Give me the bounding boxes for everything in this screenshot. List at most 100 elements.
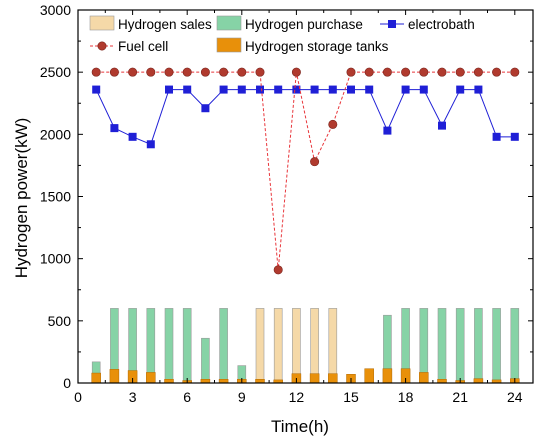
fuel-cell-point bbox=[437, 67, 447, 77]
y-tick-label: 2000 bbox=[40, 126, 71, 142]
fuel-cell-point bbox=[200, 67, 210, 77]
purchase-bar bbox=[455, 308, 465, 384]
purchase-bar bbox=[474, 308, 483, 384]
electrobath-point bbox=[256, 85, 264, 94]
fuel-cell-point bbox=[219, 67, 229, 77]
electrobath-point bbox=[474, 85, 483, 94]
storage-tank-bar bbox=[364, 368, 374, 384]
y-axis-title: Hydrogen power(kW) bbox=[12, 118, 31, 279]
y-tick-label: 500 bbox=[48, 313, 72, 329]
fuel-cell-point bbox=[182, 67, 192, 77]
electrobath-point bbox=[383, 126, 392, 135]
x-tick-label: 18 bbox=[398, 389, 414, 405]
fuel-cell-point bbox=[401, 67, 411, 77]
legend-swatch bbox=[216, 15, 242, 31]
x-tick-label: 21 bbox=[452, 389, 468, 405]
legend-label: Hydrogen sales bbox=[118, 17, 212, 32]
electrobath-point bbox=[492, 132, 501, 141]
electrobath-point bbox=[292, 85, 301, 94]
fuel-cell-point bbox=[419, 67, 429, 77]
electrobath-point bbox=[419, 85, 428, 94]
fuel-cell-point bbox=[364, 67, 374, 77]
axes-layer: 0 3 6 9 12 15 18 21 24 0 500 1000 1500 2000 2500 3000 bbox=[40, 2, 534, 405]
electrobath-point bbox=[328, 85, 337, 94]
sales-bar bbox=[255, 308, 265, 384]
purchase-bar bbox=[437, 308, 447, 384]
fuel-cell-point bbox=[346, 67, 356, 77]
storage-tank-bar bbox=[146, 372, 156, 384]
electrobath-point bbox=[438, 121, 446, 130]
electrobath-line bbox=[95, 89, 515, 145]
y-tick-label: 2500 bbox=[40, 64, 71, 80]
sales-bar bbox=[273, 308, 283, 384]
electrobath-point bbox=[128, 132, 137, 141]
fuel-cell-point bbox=[455, 67, 465, 77]
purchase-bar bbox=[201, 337, 210, 384]
fuel-cell-point bbox=[255, 67, 265, 77]
storage-tank-bar bbox=[328, 373, 338, 384]
lines-layer bbox=[91, 67, 520, 275]
storage-tank-bar bbox=[419, 372, 429, 384]
electrobath-point bbox=[237, 85, 246, 94]
x-tick-label: 12 bbox=[289, 389, 305, 405]
plot-frame bbox=[77, 9, 534, 384]
bars-layer bbox=[91, 308, 520, 384]
y-tick-label: 1000 bbox=[40, 251, 71, 267]
x-tick-label: 6 bbox=[183, 389, 191, 405]
purchase-bar bbox=[164, 308, 174, 384]
electrobath-point bbox=[92, 85, 101, 94]
electrobath-point bbox=[456, 85, 465, 94]
fuel-cell-point bbox=[164, 67, 174, 77]
purchase-bar bbox=[492, 308, 501, 384]
legend-label: Fuel cell bbox=[118, 39, 168, 54]
storage-tank-bar bbox=[309, 373, 320, 384]
fuel-cell-point bbox=[492, 67, 502, 77]
sales-bar bbox=[310, 308, 319, 384]
electrobath-point bbox=[146, 140, 155, 149]
legend-label: Hydrogen purchase bbox=[245, 17, 363, 32]
fuel-cell-point bbox=[109, 67, 119, 77]
x-tick-label: 3 bbox=[129, 389, 137, 405]
storage-tank-bar bbox=[382, 368, 393, 384]
fuel-cell-point bbox=[473, 67, 483, 77]
purchase-bar bbox=[182, 308, 192, 384]
electrobath-point bbox=[201, 104, 210, 113]
electrobath-point bbox=[401, 85, 410, 94]
storage-tank-bar bbox=[109, 369, 120, 384]
sales-bar bbox=[292, 308, 301, 384]
x-axis-title: Time(h) bbox=[271, 417, 329, 436]
fuel-cell-point bbox=[146, 67, 156, 77]
purchase-bar bbox=[146, 308, 156, 384]
legend-label: Hydrogen storage tanks bbox=[245, 39, 389, 54]
legend: Hydrogen sales Hydrogen purchase electroba… bbox=[89, 15, 475, 54]
electrobath-point bbox=[365, 85, 374, 94]
x-tick-label: 0 bbox=[74, 389, 82, 405]
electrobath-point bbox=[510, 132, 519, 141]
fuel-cell-point bbox=[237, 67, 247, 77]
fuel-cell-point bbox=[273, 265, 283, 275]
x-tick-label: 15 bbox=[343, 389, 359, 405]
electrobath-point bbox=[347, 85, 355, 94]
fuel-cell-point bbox=[382, 67, 392, 77]
legend-marker bbox=[388, 20, 396, 28]
legend-label: electrobath bbox=[408, 17, 475, 32]
x-tick-label: 24 bbox=[507, 389, 523, 405]
fuel-cell-line bbox=[96, 71, 515, 270]
legend-swatch bbox=[216, 37, 242, 53]
storage-tank-bar bbox=[91, 372, 101, 384]
storage-tank-bar bbox=[473, 378, 484, 384]
fuel-cell-point bbox=[310, 157, 320, 167]
fuel-cell-point bbox=[128, 67, 138, 77]
legend-marker bbox=[97, 41, 107, 51]
y-tick-label: 0 bbox=[63, 375, 71, 391]
fuel-cell-point bbox=[91, 67, 101, 77]
y-tick-label: 1500 bbox=[40, 189, 71, 205]
electrobath-point bbox=[183, 85, 192, 94]
electrobath-point bbox=[110, 124, 119, 133]
fuel-cell-point bbox=[291, 67, 301, 77]
purchase-bar bbox=[219, 308, 228, 384]
purchase-bar bbox=[510, 308, 520, 384]
fuel-cell-point bbox=[510, 67, 520, 77]
electrobath-point bbox=[310, 85, 319, 94]
